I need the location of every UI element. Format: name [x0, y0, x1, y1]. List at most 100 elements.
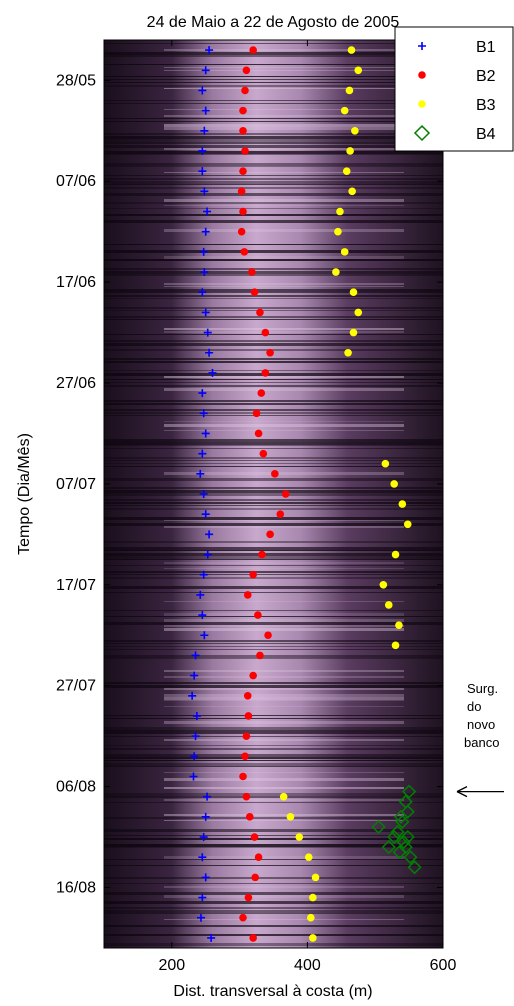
- legend-item-b1: B1: [418, 39, 496, 56]
- point-b1-2: [198, 86, 207, 95]
- point-b1-39: [199, 833, 208, 842]
- point-b2-38: [245, 813, 254, 821]
- point-b3-11: [332, 268, 340, 276]
- point-b1-19: [201, 429, 210, 438]
- annotation-line-3: novo: [467, 717, 495, 732]
- y-tick-label: 27/07: [56, 678, 96, 695]
- point-b2-6: [239, 167, 247, 175]
- point-b1-21: [196, 469, 205, 478]
- point-b2-1: [242, 66, 251, 75]
- point-b1-26: [199, 570, 208, 579]
- point-b4-14: [400, 829, 415, 845]
- point-b2-11: [248, 268, 256, 276]
- series-b1: [188, 46, 217, 942]
- annotation-line-4: banco: [464, 735, 499, 750]
- timestack-stripes: [104, 43, 443, 946]
- point-b1-36: [189, 772, 198, 781]
- point-b3-16: [381, 459, 390, 468]
- y-tick-label: 27/06: [56, 375, 96, 392]
- point-b2-5: [241, 147, 249, 155]
- point-b1-29: [200, 631, 209, 640]
- point-b3-2: [345, 86, 354, 95]
- legend-label: B1: [476, 39, 496, 56]
- point-b2-42: [244, 893, 253, 902]
- point-b3-17: [390, 480, 398, 488]
- point-b2-34: [242, 732, 251, 740]
- point-b1-40: [198, 853, 207, 862]
- series-b2: [237, 46, 290, 942]
- point-b1-44: [207, 933, 216, 942]
- point-b1-28: [198, 611, 207, 620]
- point-b3-26: [286, 813, 295, 821]
- point-b1-32: [188, 691, 197, 700]
- point-b1-30: [191, 651, 200, 660]
- point-b3-29: [311, 873, 320, 882]
- y-tick-label: 06/08: [56, 779, 96, 796]
- point-b1-1: [201, 66, 210, 75]
- point-b2-26: [249, 570, 257, 579]
- y-tick-label: 07/06: [56, 173, 96, 190]
- point-b1-22: [199, 490, 208, 498]
- legend-label: B2: [476, 68, 496, 85]
- point-b1-23: [201, 510, 210, 519]
- point-b2-14: [261, 328, 270, 337]
- point-b4-12: [381, 840, 396, 855]
- point-b2-41: [251, 873, 259, 882]
- point-b2-43: [239, 913, 247, 922]
- point-b3-28: [304, 853, 313, 861]
- point-b1-33: [192, 711, 201, 720]
- y-tick-label: 07/07: [56, 476, 96, 493]
- point-b1-18: [199, 409, 208, 418]
- point-b1-38: [201, 812, 210, 821]
- point-b2-28: [254, 611, 262, 619]
- legend-label: B3: [476, 97, 496, 114]
- x-tick-label: 200: [158, 957, 185, 974]
- legend-item-b2: B2: [418, 68, 496, 85]
- point-b1-27: [196, 590, 205, 599]
- point-b4-9: [398, 840, 413, 855]
- point-b2-30: [256, 651, 264, 660]
- y-tick-label: 17/07: [56, 577, 96, 594]
- point-b2-39: [250, 833, 259, 841]
- point-b2-10: [240, 248, 249, 256]
- point-b2-18: [252, 409, 261, 418]
- series-layer: [188, 46, 422, 942]
- arrow-head: [456, 786, 468, 798]
- point-b4-4: [390, 824, 405, 840]
- point-b3-27: [295, 833, 304, 841]
- point-b2-4: [239, 127, 247, 135]
- point-b3-13: [354, 308, 363, 317]
- y-tick-label: 28/05: [56, 72, 96, 89]
- point-b3-3: [340, 106, 349, 115]
- point-b2-32: [243, 691, 252, 700]
- series-b4: [371, 784, 422, 875]
- point-b1-9: [201, 227, 210, 236]
- legend-box: [394, 26, 514, 152]
- plot-frame: [103, 39, 444, 949]
- point-b2-24: [266, 530, 274, 539]
- point-b4-0: [402, 784, 417, 799]
- y-axis: 28/05 07/06 17/06 27/06 07/07 17/07 27/07 06/08…: [56, 72, 443, 896]
- point-b2-0: [249, 46, 257, 54]
- point-b3-24: [391, 641, 400, 650]
- point-b1-8: [203, 207, 212, 216]
- point-b2-13: [256, 308, 264, 317]
- point-b2-3: [239, 106, 247, 115]
- legend-item-b3: B3: [418, 97, 496, 114]
- point-b4-10: [403, 850, 418, 865]
- point-b3-10: [340, 248, 349, 256]
- point-b1-6: [198, 167, 207, 176]
- point-b3-1: [354, 66, 363, 75]
- point-b2-21: [271, 470, 279, 478]
- point-b3-18: [398, 500, 407, 508]
- point-b1-12: [198, 288, 207, 297]
- point-b2-12: [250, 288, 259, 297]
- y-tick-label: 17/06: [56, 274, 96, 291]
- point-b2-9: [237, 227, 246, 236]
- point-b2-20: [259, 449, 268, 458]
- point-b2-2: [241, 86, 249, 95]
- point-b2-29: [264, 631, 272, 640]
- point-b3-32: [309, 934, 317, 942]
- point-b3-23: [395, 621, 403, 629]
- point-b1-4: [200, 126, 209, 135]
